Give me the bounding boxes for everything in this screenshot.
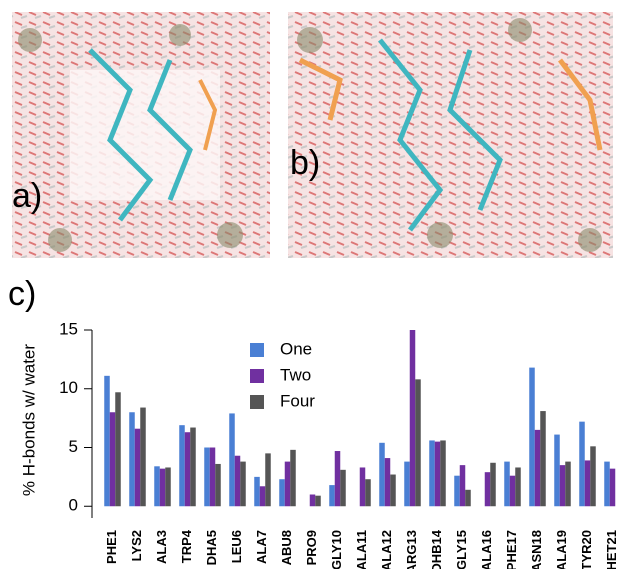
bar xyxy=(215,463,221,507)
y-tick-label: 5 xyxy=(69,437,78,456)
x-tick-label: PHE1 xyxy=(104,530,119,564)
x-tick-label: HET21 xyxy=(604,530,619,569)
bar xyxy=(504,461,510,507)
bar xyxy=(204,447,210,507)
bar xyxy=(515,467,521,507)
x-tick-label: ALA3 xyxy=(154,530,169,564)
bar xyxy=(365,479,371,507)
legend-label: Two xyxy=(280,365,311,384)
x-tick-label: ABU8 xyxy=(279,530,294,565)
bar xyxy=(279,479,285,507)
bar xyxy=(284,461,291,507)
bar xyxy=(459,465,466,507)
y-tick-label: 0 xyxy=(69,496,78,515)
bar xyxy=(290,449,296,507)
bar xyxy=(129,412,135,507)
x-tick-label: TRP4 xyxy=(179,529,194,563)
bar xyxy=(440,440,446,507)
y-tick-label: 10 xyxy=(59,378,78,397)
legend-swatch xyxy=(250,395,264,409)
bar xyxy=(379,442,385,507)
y-axis-label: % H-bonds w/ water xyxy=(19,344,38,496)
bar xyxy=(434,441,441,507)
bar xyxy=(309,494,316,507)
bar xyxy=(259,486,266,507)
x-tick-label: ARG13 xyxy=(404,530,419,569)
bar xyxy=(134,428,141,507)
bar xyxy=(154,466,160,507)
bar xyxy=(184,432,191,507)
bar xyxy=(190,427,196,507)
bar xyxy=(340,469,346,507)
bar xyxy=(609,468,616,507)
bar xyxy=(584,460,591,507)
bar xyxy=(159,468,166,507)
x-tick-label: ALA11 xyxy=(354,530,369,569)
y-tick-label: 15 xyxy=(59,319,78,338)
x-tick-label: LYS2 xyxy=(129,530,144,561)
bar xyxy=(509,475,516,507)
bar xyxy=(115,392,121,507)
bar xyxy=(179,425,185,507)
bar xyxy=(334,451,341,507)
x-tick-label: TYR20 xyxy=(579,530,594,569)
bar xyxy=(429,440,435,507)
legend-swatch xyxy=(250,369,264,383)
bar xyxy=(415,379,421,507)
bar xyxy=(209,447,216,507)
bar xyxy=(265,453,271,507)
bar xyxy=(490,462,496,507)
bar xyxy=(315,495,321,507)
bar xyxy=(329,485,335,507)
bar xyxy=(240,461,246,507)
bar xyxy=(359,467,366,507)
panel-label: a) xyxy=(12,177,42,215)
x-tick-label: DHA5 xyxy=(204,530,219,565)
bar xyxy=(409,330,416,507)
legend-swatch xyxy=(250,343,264,357)
x-tick-label: PHE17 xyxy=(504,530,519,569)
bar xyxy=(529,367,535,507)
bar xyxy=(109,412,116,507)
bar xyxy=(140,407,146,507)
bar xyxy=(565,461,571,507)
x-tick-label: LEU6 xyxy=(229,530,244,563)
bar xyxy=(554,434,560,507)
x-tick-label: PRO9 xyxy=(304,530,319,565)
bar xyxy=(484,472,491,507)
x-tick-label: ASN18 xyxy=(529,530,544,569)
bar xyxy=(454,475,460,507)
panel-label: c) xyxy=(8,275,36,313)
bar xyxy=(590,446,596,507)
x-tick-label: GLY15 xyxy=(454,530,469,569)
bar xyxy=(229,413,235,507)
panel-label: b) xyxy=(290,144,320,182)
bar xyxy=(465,489,471,507)
bar xyxy=(384,458,391,507)
bar xyxy=(234,455,241,507)
x-tick-label: ALA19 xyxy=(554,530,569,569)
bar xyxy=(559,465,566,507)
x-tick-label: ALA7 xyxy=(254,530,269,564)
bar xyxy=(534,429,541,507)
x-tick-label: DHB14 xyxy=(429,529,444,569)
bar xyxy=(390,474,396,507)
legend-label: One xyxy=(280,339,312,358)
panel-a-image xyxy=(12,12,270,258)
x-tick-label: ALA16 xyxy=(479,530,494,569)
bar xyxy=(404,461,410,507)
bar xyxy=(540,411,546,507)
x-tick-label: ALA12 xyxy=(379,530,394,569)
bar xyxy=(604,461,610,507)
bar xyxy=(165,467,171,507)
legend-label: Four xyxy=(280,391,315,410)
bar xyxy=(579,421,585,507)
x-tick-label: GLY10 xyxy=(329,530,344,569)
panel-b-image xyxy=(288,12,613,258)
bar xyxy=(254,476,260,507)
bar xyxy=(104,375,110,507)
